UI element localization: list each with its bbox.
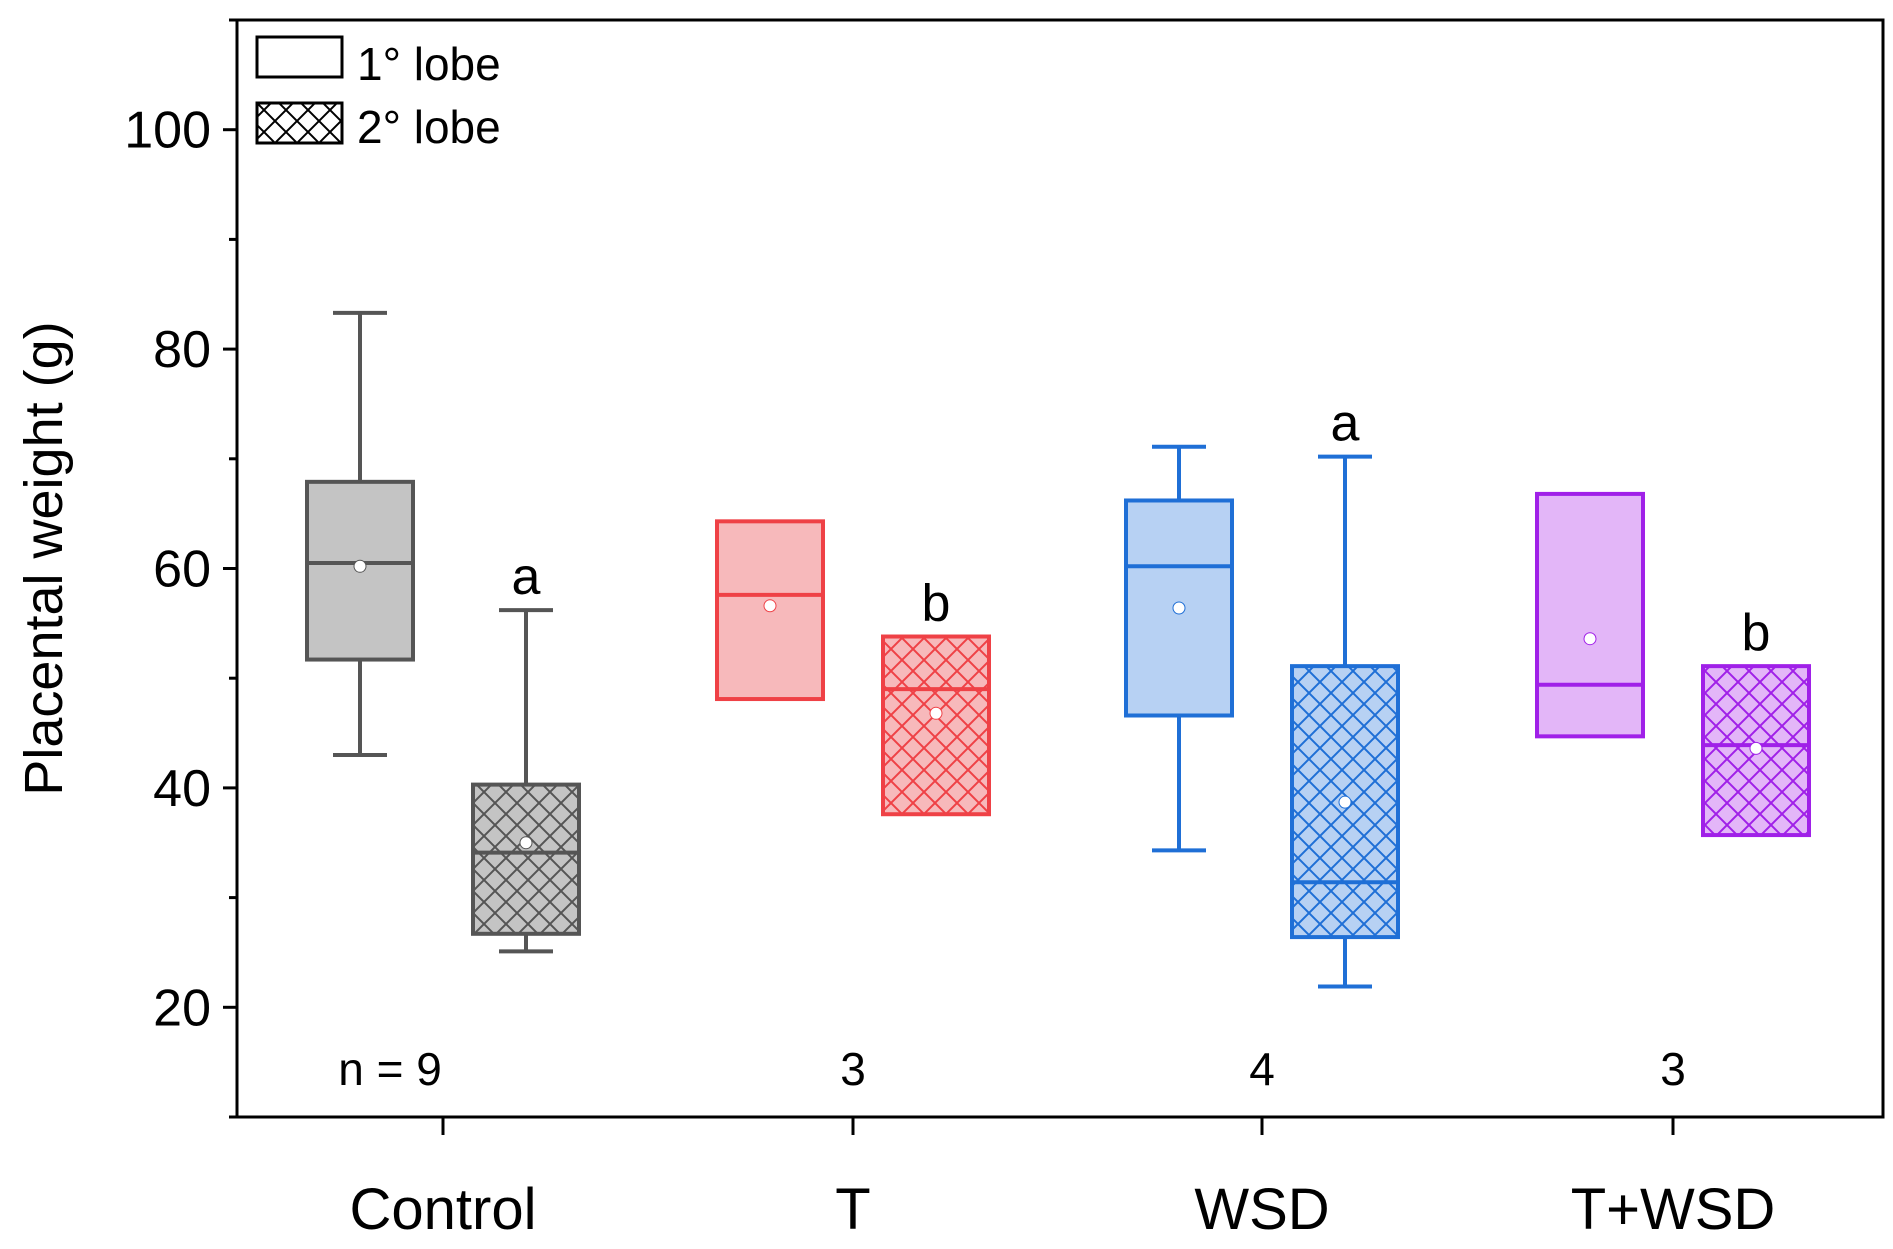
mean-marker (1583, 632, 1597, 646)
box-t-wsd-lobe2 (1701, 664, 1811, 838)
mean-marker (519, 836, 533, 850)
y-axis-label: Placental weight (g) (14, 321, 74, 795)
n-label: 4 (1249, 1043, 1275, 1095)
y-tick-label: 100 (124, 102, 211, 160)
box-control-lobe1 (305, 310, 415, 757)
category-label: T (835, 1177, 870, 1242)
legend-swatch-lobe2 (255, 101, 344, 145)
significance-letter: a (1331, 395, 1360, 453)
legend-label-lobe2: 2° lobe (357, 101, 501, 153)
significance-letter: b (1742, 604, 1771, 662)
significance-letter: a (512, 548, 541, 606)
mean-marker (353, 559, 367, 573)
category-label: T+WSD (1571, 1177, 1776, 1242)
n-label: 3 (840, 1043, 866, 1095)
y-tick-label: 20 (153, 979, 211, 1037)
legend-swatch-lobe1 (255, 35, 344, 79)
legend (255, 35, 344, 145)
box-iqr (471, 782, 581, 936)
plot-frame (235, 18, 1885, 1119)
box-wsd-lobe1 (1124, 444, 1234, 853)
legend-label-lobe1: 1° lobe (357, 38, 501, 90)
category-label: Control (350, 1177, 537, 1242)
box-t-wsd-lobe1 (1535, 491, 1645, 739)
category-label: WSD (1194, 1177, 1329, 1242)
box-iqr (881, 634, 991, 817)
box-t-lobe1 (715, 519, 825, 702)
n-label: n = 9 (338, 1043, 442, 1095)
box-iqr (1535, 491, 1645, 739)
box-control-lobe2 (471, 608, 581, 954)
significance-letter: b (922, 575, 951, 633)
n-label: 3 (1660, 1043, 1686, 1095)
y-tick-label: 60 (153, 541, 211, 599)
mean-marker (1172, 601, 1186, 615)
mean-marker (929, 706, 943, 720)
box-wsd-lobe2 (1290, 454, 1400, 989)
mean-marker (1749, 741, 1763, 755)
mean-marker (1338, 795, 1352, 809)
box-t-lobe2 (881, 634, 991, 817)
y-tick-label: 40 (153, 760, 211, 818)
mean-marker (763, 599, 777, 613)
y-tick-label: 80 (153, 321, 211, 379)
